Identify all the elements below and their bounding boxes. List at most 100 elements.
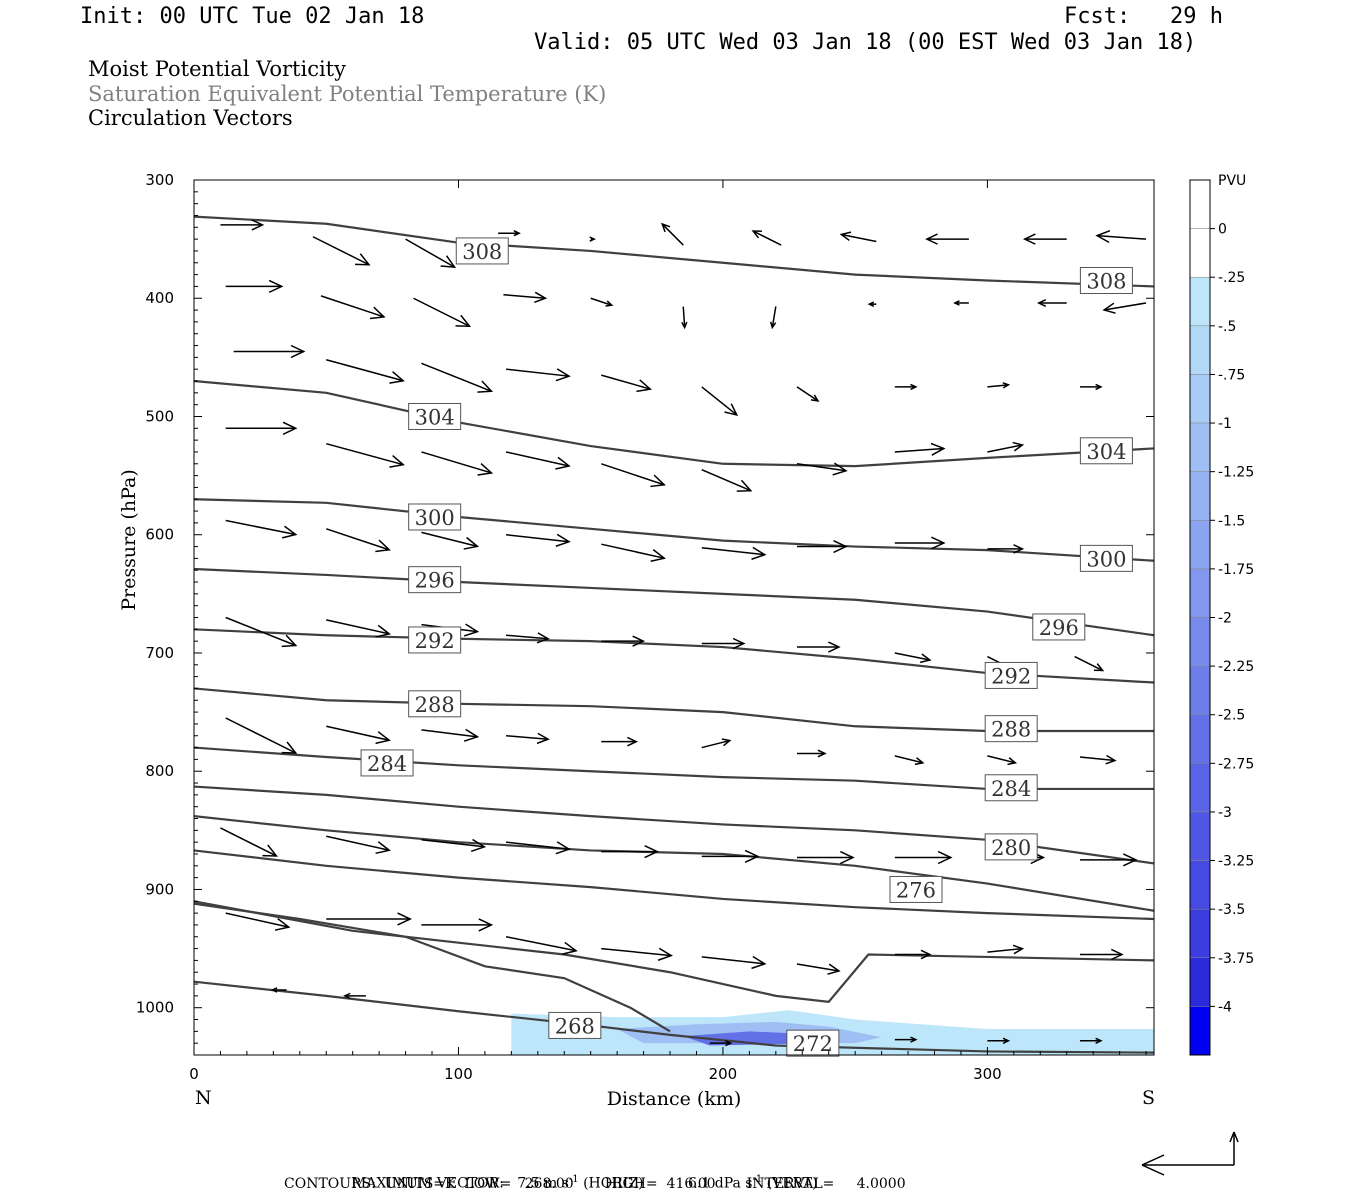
y-tick-label: 800 (145, 762, 174, 780)
y-tick-label: 400 (145, 289, 174, 307)
circulation-vector (421, 451, 494, 476)
x-tick-label: 200 (709, 1065, 738, 1083)
circulation-vector (506, 732, 550, 745)
circulation-vector (601, 947, 674, 961)
circulation-vector (590, 297, 614, 307)
contour-label-box (408, 503, 462, 531)
colorbar-swatch (1189, 520, 1211, 570)
contour-label-box (786, 1029, 840, 1057)
circulation-vector (320, 295, 386, 320)
contour-label: 304 (415, 405, 455, 429)
circulation-vector (326, 725, 391, 745)
theta-contour-12 (193, 980, 1155, 1054)
circulation-vector (701, 546, 767, 560)
contour-label-box (408, 402, 462, 430)
max-horiz-unit: (HORIZ) (583, 1175, 644, 1192)
circulation-vector (505, 451, 571, 470)
contour-label: 288 (991, 718, 1031, 742)
circulation-vector (326, 619, 391, 638)
circulation-vector (505, 368, 571, 382)
circulation-vector (661, 222, 684, 246)
contour-label-box (408, 690, 462, 718)
circulation-vector (233, 344, 306, 359)
north-end-label: N (195, 1087, 212, 1109)
theta-contour-6 (193, 746, 1154, 791)
circulation-vector (925, 233, 969, 245)
circulation-vector (1036, 298, 1067, 307)
contour-label-box (455, 237, 509, 265)
contour-label: 308 (1086, 270, 1126, 294)
y-tick-label: 600 (145, 526, 174, 544)
max-vector-caption: MAXIMUM VECTOR: 7.5 m s-1 (HORIZ) 6.1 dP… (343, 1158, 818, 1192)
circulation-vector (867, 301, 877, 307)
contour-label-box (889, 875, 943, 903)
circulation-vector (343, 992, 366, 1000)
colorbar-label: -3.25 (1218, 854, 1254, 870)
circulation-vector (796, 850, 855, 865)
colorbar-label: -1.5 (1218, 513, 1245, 529)
circulation-vector (1022, 233, 1067, 245)
colorbar-swatch (1189, 763, 1211, 813)
circulation-vector (987, 755, 1018, 766)
contour-label: 296 (415, 569, 455, 593)
colorbar-swatch (1189, 179, 1211, 229)
circulation-vector (1095, 229, 1147, 244)
circulation-vector (503, 291, 548, 304)
circulation-vector (505, 936, 578, 955)
contour-label-box (408, 566, 462, 594)
contour-label-box (984, 833, 1038, 861)
circulation-vector (601, 736, 639, 747)
circulation-vectors (220, 219, 1147, 1047)
max-vert-value: 6.1 dPa s (688, 1175, 753, 1192)
circulation-vector (839, 231, 877, 243)
circulation-vector (987, 544, 1025, 554)
reference-vector-icon (1141, 1131, 1239, 1176)
circulation-vector (505, 841, 571, 855)
contour-label: 288 (415, 693, 455, 717)
circulation-vector (1079, 853, 1138, 867)
circulation-vector (601, 635, 646, 647)
max-vector-label: MAXIMUM VECTOR: (351, 1175, 504, 1192)
colorbar-swatch (1189, 714, 1211, 764)
title-vectors: Circulation Vectors (88, 106, 293, 130)
contour-label-box (1079, 437, 1133, 465)
circulation-vector (701, 738, 732, 749)
colorbar-swatch (1189, 957, 1211, 1007)
circulation-vector (220, 827, 279, 857)
cross-section-chart: 308 308 304 304 300 300 296 296 292 292 288 288 284 2… (118, 171, 1254, 1110)
contour-label-box (1079, 267, 1133, 295)
contour-label: 276 (896, 878, 936, 902)
theta-contour-3 (193, 567, 1155, 637)
circulation-vector (225, 616, 298, 648)
circulation-vector (421, 531, 480, 550)
colorbar-swatch (1189, 665, 1211, 715)
y-tick-label: 700 (145, 644, 174, 662)
circulation-vector (894, 383, 918, 391)
contour-label-box (984, 661, 1038, 689)
circulation-vector (225, 421, 298, 435)
forecast-hour: Fcst: 29 h (1064, 4, 1223, 29)
circulation-vector (506, 632, 550, 644)
colorbar-label: -3.75 (1218, 951, 1254, 967)
y-tick-label: 1000 (136, 999, 174, 1017)
max-vert-unit: (VERT) (766, 1175, 818, 1192)
colorbar-swatch (1189, 228, 1211, 278)
theta-contour-0 (193, 215, 1155, 288)
circulation-vector (225, 912, 291, 931)
theta-contour-7 (193, 785, 1155, 865)
contour-label: 280 (991, 836, 1031, 860)
colorbar-swatch (1189, 276, 1211, 327)
circulation-vector (894, 442, 946, 456)
colorbar-swatch (1189, 568, 1211, 618)
colorbar-label: -2 (1218, 611, 1232, 627)
circulation-vector (1079, 383, 1103, 391)
circulation-vector (1102, 302, 1147, 314)
circulation-vector (701, 849, 760, 863)
circulation-vector (421, 918, 494, 932)
circulation-vector (601, 543, 666, 562)
contour-label: 308 (462, 240, 502, 264)
circulation-vector (681, 306, 688, 330)
init-time: Init: 00 UTC Tue 02 Jan 18 (80, 4, 425, 29)
circulation-vector (1079, 754, 1117, 765)
circulation-vector (225, 717, 298, 754)
